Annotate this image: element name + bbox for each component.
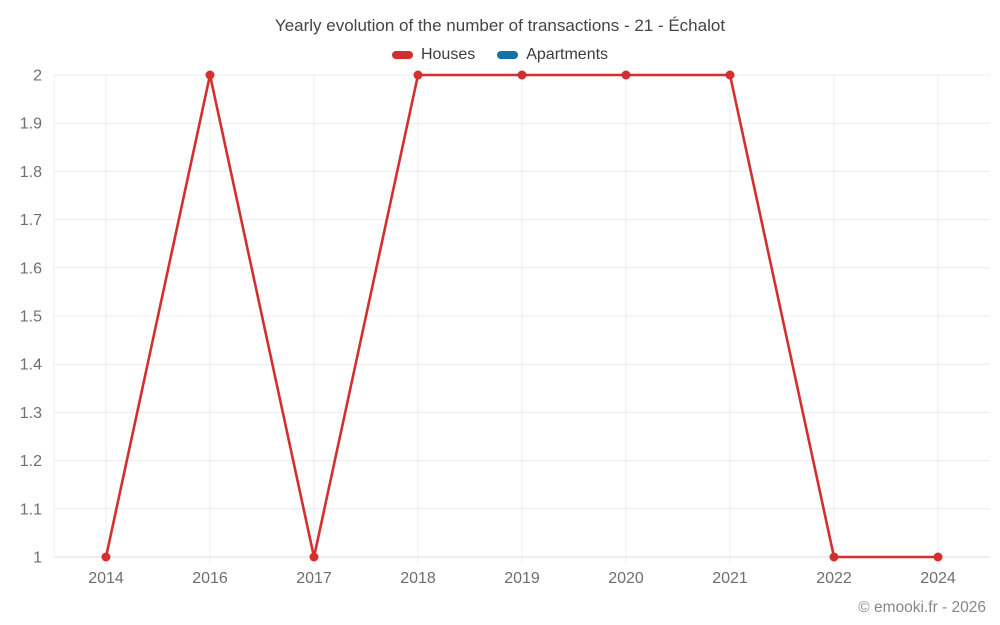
x-tick-label: 2021 (712, 570, 748, 587)
y-tick-label: 1.2 (20, 453, 42, 470)
y-tick-label: 1.1 (20, 501, 42, 518)
x-tick-label: 2022 (816, 570, 852, 587)
y-tick-label: 2 (33, 68, 42, 85)
chart-legend: Houses Apartments (0, 46, 1000, 64)
legend-swatch-icon (497, 51, 519, 59)
x-tick-label: 2017 (296, 570, 332, 587)
data-point[interactable] (205, 70, 215, 80)
data-point[interactable] (101, 552, 111, 562)
y-tick-label: 1.3 (20, 405, 42, 422)
data-point[interactable] (933, 552, 943, 562)
legend-item-houses[interactable]: Houses (391, 46, 476, 64)
x-tick-label: 2024 (920, 570, 956, 587)
x-tick-label: 2018 (400, 570, 436, 587)
watermark: © emooki.fr - 2026 (858, 599, 986, 616)
y-tick-label: 1.8 (20, 164, 42, 181)
chart-title: Yearly evolution of the number of transa… (274, 16, 726, 35)
legend-item-apartments[interactable]: Apartments (497, 46, 608, 64)
x-tick-label: 2016 (192, 570, 228, 587)
y-tick-label: 1 (33, 550, 42, 567)
y-tick-label: 1.5 (20, 309, 42, 326)
legend-swatch-icon (391, 51, 413, 59)
y-tick-label: 1.6 (20, 260, 42, 277)
series-houses (101, 70, 943, 562)
grid: 1 1.1 1.2 1.3 1.4 1.5 1.6 1.7 1.8 1.9 2 2014 2016 201… (20, 68, 990, 587)
y-tick-label: 1.9 (20, 116, 42, 133)
legend-label: Houses (420, 46, 476, 63)
data-point[interactable] (621, 70, 631, 80)
data-point[interactable] (829, 552, 839, 562)
data-point[interactable] (413, 70, 423, 80)
y-tick-label: 1.7 (20, 212, 42, 229)
y-tick-label: 1.4 (20, 357, 42, 374)
x-tick-label: 2019 (504, 570, 540, 587)
data-point[interactable] (725, 70, 735, 80)
data-point[interactable] (309, 552, 319, 562)
legend-label: Apartments (526, 46, 609, 63)
data-point[interactable] (517, 70, 527, 80)
x-tick-label: 2014 (88, 570, 124, 587)
x-tick-label: 2020 (608, 570, 644, 587)
